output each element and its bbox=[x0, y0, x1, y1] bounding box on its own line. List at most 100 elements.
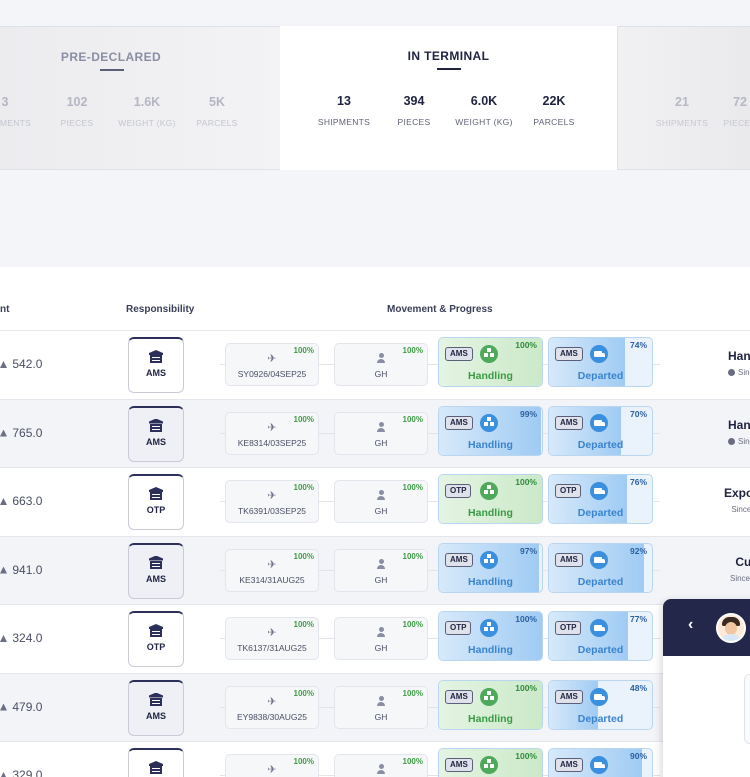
responsibility-code: AMS bbox=[146, 436, 166, 447]
departed-station-badge: AMS bbox=[555, 758, 583, 772]
responsibility-badge[interactable]: AMS bbox=[128, 748, 184, 777]
departed-step[interactable]: AMS 74% Departed bbox=[548, 337, 653, 387]
responsibility-badge[interactable]: OTP bbox=[128, 611, 184, 667]
ground-handler-step[interactable]: 100%GH bbox=[334, 548, 428, 592]
metric-shipments: 13 SHIPMENTS bbox=[317, 94, 371, 127]
departed-label: Departed bbox=[577, 712, 624, 725]
airplane-icon: ✈ bbox=[267, 627, 277, 639]
responsibility-code: OTP bbox=[146, 505, 166, 515]
boxes-icon bbox=[480, 413, 498, 432]
departed-step[interactable]: OTP 76% Departed bbox=[548, 474, 653, 524]
flight-step[interactable]: 100% ✈ EY9838/30AUG25 bbox=[225, 685, 319, 729]
metric-weight: 6.0K WEIGHT (KG) bbox=[455, 94, 513, 127]
weight-icon bbox=[0, 703, 7, 711]
shipments-table: nt Responsibility Movement & Progress 54… bbox=[0, 267, 750, 777]
weight-cell: 542.0 bbox=[0, 357, 42, 371]
boxes-icon bbox=[480, 550, 498, 569]
handling-step[interactable]: AMS 97% Handling bbox=[438, 542, 543, 593]
departed-progress-fill bbox=[549, 612, 629, 660]
ground-handler-step[interactable]: 100%GH bbox=[334, 685, 428, 729]
flight-step[interactable]: 100% ✈ bbox=[225, 754, 319, 777]
ground-handler-step[interactable]: 100%GH bbox=[334, 754, 428, 777]
flight-step[interactable]: 100% ✈ TK6137/31AUG25 bbox=[225, 617, 319, 660]
in-terminal-card[interactable]: IN TERMINAL 13 SHIPMENTS 394 PIECES 6.0K… bbox=[280, 26, 617, 170]
handling-label: Handling bbox=[468, 712, 513, 725]
warehouse-icon bbox=[149, 350, 163, 363]
departed-station-badge: AMS bbox=[555, 552, 583, 567]
responsibility-badge[interactable]: OTP bbox=[128, 474, 184, 530]
responsibility-badge[interactable]: AMS bbox=[128, 679, 184, 736]
airplane-icon: ✈ bbox=[267, 764, 277, 776]
table-row[interactable]: 663.0 OTP 100% ✈ TK6391/03SEP25 100% GH OTP 100%… bbox=[0, 467, 750, 536]
person-icon bbox=[377, 764, 385, 774]
table-row[interactable]: 324.0 OTP 100% ✈ TK6137/31AUG25 100% GH OTP 100%… bbox=[0, 604, 750, 673]
ground-handler-step[interactable]: 100%GH bbox=[334, 343, 428, 386]
truck-icon bbox=[590, 345, 608, 363]
metric-pieces: 102 PIECES bbox=[60, 95, 94, 128]
status-cell: Cus Since C bbox=[730, 555, 750, 583]
chevron-left-icon[interactable]: ‹ bbox=[688, 616, 694, 633]
card-title-underline bbox=[100, 69, 124, 71]
responsibility-badge[interactable]: AMS bbox=[128, 542, 184, 599]
person-icon bbox=[377, 490, 385, 500]
column-header-responsibility[interactable]: Responsibility bbox=[126, 304, 195, 315]
handling-progress: 100% bbox=[515, 340, 537, 350]
weight-icon bbox=[0, 566, 7, 574]
chat-widget[interactable]: ‹ bbox=[663, 599, 750, 777]
handling-step[interactable]: AMS 99% Handling bbox=[438, 405, 543, 456]
boxes-icon bbox=[480, 687, 498, 706]
warehouse-icon bbox=[149, 761, 163, 774]
table-row[interactable]: 329.0AMS100%✈100%GHAMS100%HandlingAMS90%… bbox=[0, 741, 750, 777]
departed-progress: 70% bbox=[629, 408, 647, 419]
flight-number: EY9838/30AUG25 bbox=[237, 711, 307, 722]
departed-progress: 48% bbox=[629, 682, 647, 693]
flight-step[interactable]: 100% ✈ KE314/31AUG25 bbox=[225, 548, 319, 592]
table-row[interactable]: 941.0 AMS 100% ✈ KE314/31AUG25 100% GH AMS 97% Ha… bbox=[0, 535, 750, 604]
flight-step[interactable]: 100% ✈ TK6391/03SEP25 bbox=[225, 480, 319, 523]
handling-label: Handling bbox=[468, 507, 513, 519]
departed-step[interactable]: AMS 48% Departed bbox=[548, 679, 653, 730]
table-row[interactable]: 542.0 AMS 100% ✈ SY0926/04SEP25 100% GH AMS 100%… bbox=[0, 330, 750, 399]
responsibility-badge[interactable]: AMS bbox=[128, 405, 184, 462]
ground-handler-step[interactable]: 100%GH bbox=[334, 411, 428, 455]
departed-step[interactable]: AMS 92% Departed bbox=[548, 542, 653, 593]
departed-step[interactable]: OTP 77% Departed bbox=[548, 611, 653, 661]
handling-step[interactable]: OTP 100% Handling bbox=[438, 611, 543, 661]
flight-step[interactable]: 100% ✈ SY0926/04SEP25 bbox=[225, 343, 319, 386]
column-header-weight[interactable]: nt bbox=[0, 304, 10, 315]
weight-cell: 663.0 bbox=[0, 494, 42, 508]
handling-step[interactable]: OTP 100% Handling bbox=[438, 474, 543, 524]
clock-icon bbox=[727, 437, 735, 445]
flight-number: SY0926/04SEP25 bbox=[237, 369, 307, 379]
ground-handler-step[interactable]: 100%GH bbox=[334, 480, 428, 523]
airplane-icon: ✈ bbox=[267, 353, 277, 365]
clock-icon bbox=[727, 369, 735, 376]
table-row[interactable]: 765.0 AMS 100% ✈ KE8314/03SEP25 100% GH AMS 99% H… bbox=[0, 398, 750, 467]
warehouse-icon bbox=[149, 487, 163, 500]
truck-icon bbox=[590, 687, 608, 706]
weight-value: 765.0 bbox=[12, 425, 43, 440]
metric-shipments: 21 SHIPMENTS bbox=[655, 95, 709, 128]
responsibility-code: AMS bbox=[146, 573, 166, 584]
responsibility-badge[interactable]: AMS bbox=[128, 337, 184, 393]
departed-label: Departed bbox=[577, 370, 624, 382]
handling-station-badge: OTP bbox=[445, 621, 472, 635]
departed-label: Departed bbox=[577, 575, 624, 588]
column-header-movement[interactable]: Movement & Progress bbox=[387, 304, 493, 315]
ground-handler-step[interactable]: 100%GH bbox=[334, 617, 428, 660]
flight-step[interactable]: 100% ✈ KE8314/03SEP25 bbox=[225, 411, 319, 455]
pre-declared-card[interactable]: PRE-DECLARED 3 SHIPMENTS 102 PIECES 1.6K… bbox=[0, 26, 280, 170]
handling-label: Handling bbox=[468, 644, 513, 656]
next-stage-card[interactable]: 21 SHIPMENTS 72 PIECES bbox=[617, 26, 750, 170]
departed-step[interactable]: AMS 70% Departed bbox=[548, 405, 653, 456]
table-row[interactable]: 479.0 AMS 100% ✈ EY9838/30AUG25 100% GH AMS 100%… bbox=[0, 672, 750, 741]
metric-weight: 1.6K WEIGHT (KG) bbox=[118, 95, 176, 128]
handling-station-badge: AMS bbox=[445, 689, 473, 704]
flight-number: TK6391/03SEP25 bbox=[237, 506, 307, 516]
weight-value: 324.0 bbox=[12, 631, 43, 645]
gh-label: GH bbox=[374, 711, 388, 722]
